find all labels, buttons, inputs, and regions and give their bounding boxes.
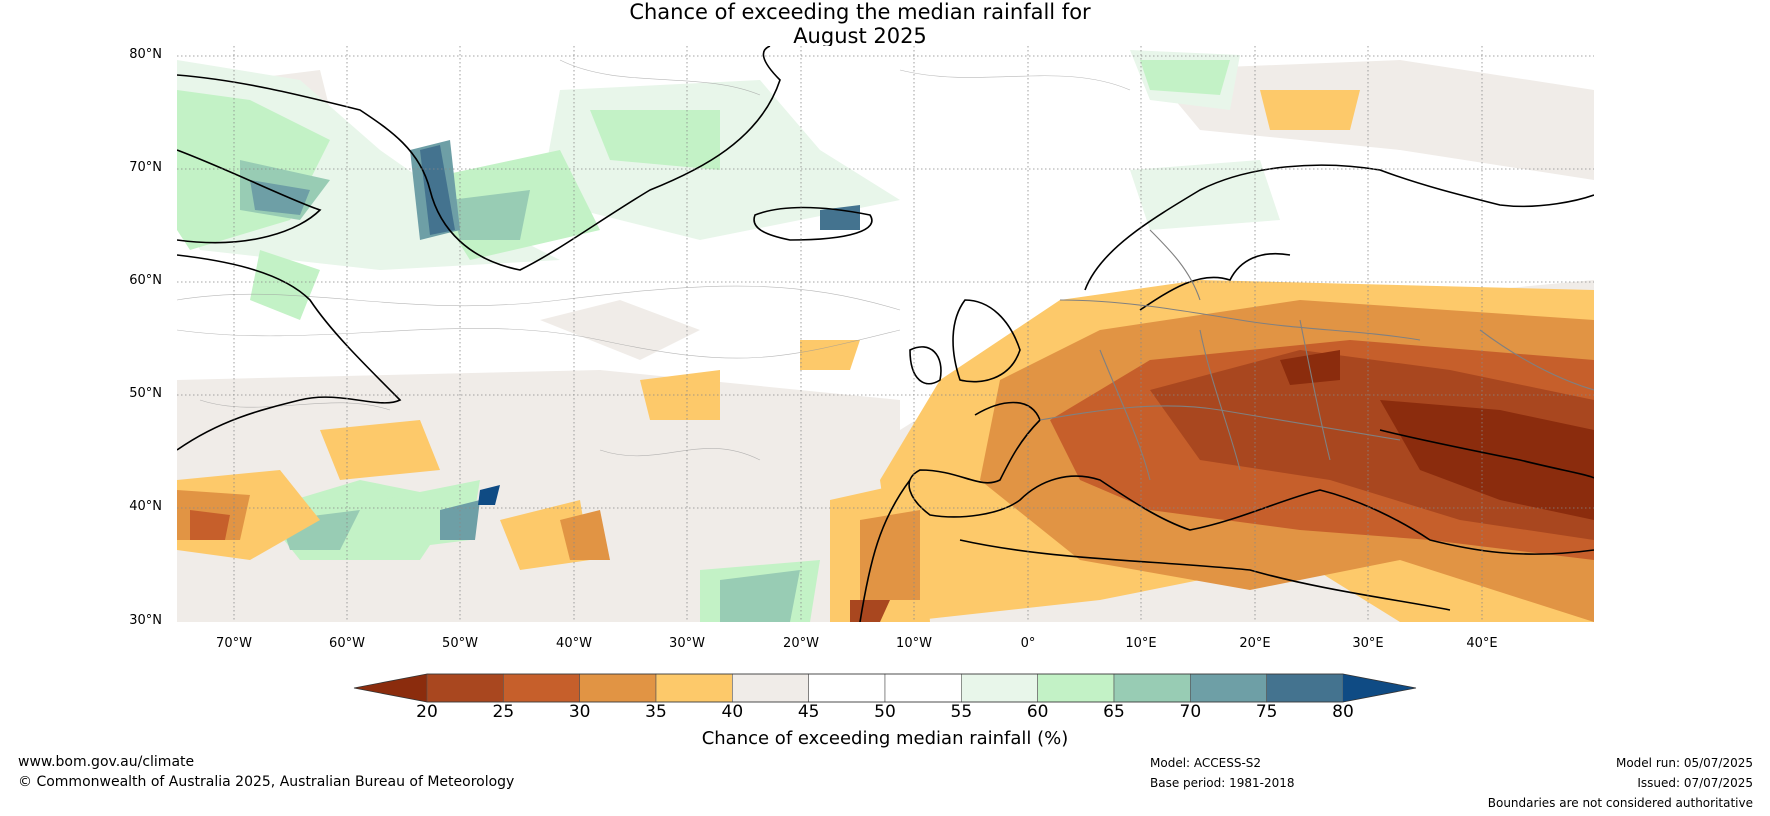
footer-copyright: © Commonwealth of Australia 2025, Austra… <box>18 774 515 790</box>
colorbar-tick-label: 80 <box>1332 702 1354 722</box>
lat-label-30n: 30°N <box>129 613 162 628</box>
colorbar-tick-label: 70 <box>1179 702 1202 722</box>
lon-label-0: 0° <box>1020 636 1036 651</box>
lon-label-60w: 60°W <box>329 636 365 651</box>
lon-label-50w: 50°W <box>442 636 478 651</box>
colorbar-tick-label: 45 <box>797 702 820 722</box>
footer-model-run: Model run: 05/07/2025 <box>1615 756 1753 770</box>
colorbar-tick-label: 75 <box>1255 702 1278 722</box>
footer-issued: Issued: 07/07/2025 <box>1637 776 1753 790</box>
title-line-1: Chance of exceeding the median rainfall … <box>629 0 1091 24</box>
colorbar-tick-label: 55 <box>950 702 973 722</box>
colorbar-tick-label: 25 <box>492 702 515 722</box>
lon-label-10e: 10°E <box>1125 636 1157 651</box>
title-line-2: August 2025 <box>793 24 927 48</box>
colorbar-tick-label: 30 <box>568 702 591 722</box>
lon-label-20w: 20°W <box>783 636 819 651</box>
lon-label-40w: 40°W <box>556 636 592 651</box>
colorbar-tick-label: 50 <box>874 702 896 722</box>
footer-disclaimer: Boundaries are not considered authoritat… <box>1487 796 1753 810</box>
gridlines <box>177 46 1594 622</box>
colorbar-tick-label: 65 <box>1103 702 1125 722</box>
rainfall-probability-field <box>177 46 1594 622</box>
colorbar-tick-label: 60 <box>1026 702 1049 722</box>
lon-label-30e: 30°E <box>1352 636 1384 651</box>
footer-url[interactable]: www.bom.gov.au/climate <box>18 754 195 770</box>
footer-model: Model: ACCESS-S2 <box>1150 756 1262 770</box>
lat-label-50n: 50°N <box>129 386 162 401</box>
lat-label-70n: 70°N <box>129 160 162 175</box>
lat-label-60n: 60°N <box>129 273 162 288</box>
lon-label-70w: 70°W <box>216 636 252 651</box>
colorbar-tick-label: 35 <box>645 702 667 722</box>
borders <box>1039 229 1594 481</box>
lon-label-30w: 30°W <box>669 636 705 651</box>
lon-label-10w: 10°W <box>896 636 932 651</box>
lat-label-80n: 80°N <box>129 47 162 62</box>
colorbar-tick-label: 20 <box>416 702 438 722</box>
lon-label-40e: 40°E <box>1466 636 1498 651</box>
footer-base-period: Base period: 1981-2018 <box>1150 776 1295 790</box>
colorbar-label: Chance of exceeding median rainfall (%) <box>701 728 1069 749</box>
lon-label-20e: 20°E <box>1239 636 1271 651</box>
colorbar-tick-label: 40 <box>721 702 744 722</box>
lat-label-40n: 40°N <box>129 499 162 514</box>
map-title: Chance of exceeding the median rainfall … <box>0 0 1770 48</box>
